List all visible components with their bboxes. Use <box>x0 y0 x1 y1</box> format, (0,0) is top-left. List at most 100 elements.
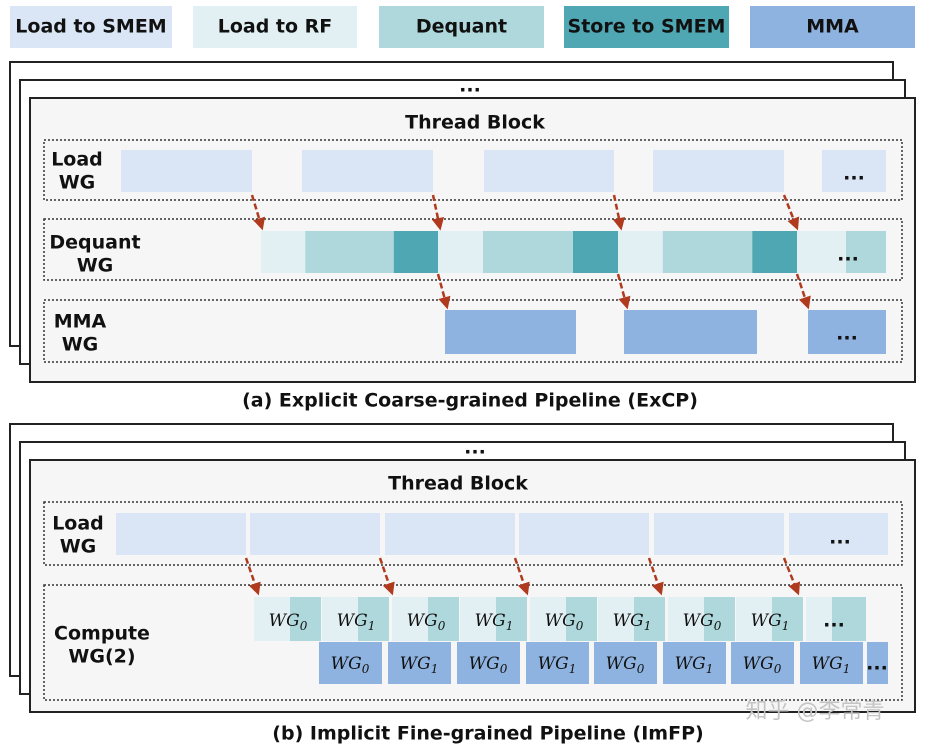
arrow <box>782 557 801 596</box>
wg-index: 1 <box>644 619 652 633</box>
wg-label: WG0 <box>269 611 308 633</box>
wg-label: WG0 <box>683 611 722 633</box>
panel-title: Thread Block <box>388 473 528 495</box>
load-block <box>121 150 252 192</box>
wg-label: WG1 <box>475 611 514 633</box>
mma-block <box>457 642 520 684</box>
stack-label: ... <box>464 437 486 459</box>
store-block <box>393 231 438 273</box>
wg-label: WG0 <box>743 654 782 676</box>
wg-index: 0 <box>500 662 508 676</box>
row-label: WG <box>60 536 97 558</box>
row-label: WG <box>77 255 114 277</box>
row-label: Load <box>51 149 103 171</box>
wg-name: WG <box>683 611 714 631</box>
load-block <box>789 513 888 555</box>
store-block <box>752 231 797 273</box>
row-label: WG <box>59 172 96 194</box>
rf-block <box>438 231 483 273</box>
rf-block <box>460 597 496 641</box>
rf-block <box>254 597 290 641</box>
panel-title: Thread Block <box>405 112 545 134</box>
rf-block <box>392 597 428 641</box>
rf-block <box>668 597 704 641</box>
arrow <box>782 194 800 231</box>
wg-name: WG <box>545 611 576 631</box>
wg-label: WG0 <box>331 654 370 676</box>
rf-block <box>806 597 832 641</box>
row-box <box>43 218 903 281</box>
wg-name: WG <box>812 654 843 674</box>
wg-name: WG <box>269 611 300 631</box>
load-block <box>116 513 246 555</box>
wg-label: WG1 <box>812 654 851 676</box>
arrow <box>250 194 266 231</box>
arrow <box>647 557 664 596</box>
wg-name: WG <box>469 654 500 674</box>
mma-block <box>624 310 757 354</box>
load-block <box>653 150 784 192</box>
wg-label: WG1 <box>613 611 652 633</box>
ellipsis: ... <box>836 323 858 345</box>
row-box <box>43 299 903 363</box>
load-block <box>302 150 433 192</box>
wg-name: WG <box>407 611 438 631</box>
arrow <box>513 557 530 596</box>
arrow <box>616 273 631 310</box>
wg-index: 0 <box>438 619 446 633</box>
wg-index: 0 <box>774 662 782 676</box>
dequant-block <box>832 597 866 641</box>
row-box <box>43 501 903 566</box>
legend-swatch <box>750 6 915 48</box>
rf-block <box>618 231 663 273</box>
dequant-block <box>772 597 803 641</box>
legend-swatch <box>564 6 729 48</box>
rf-block <box>736 597 772 641</box>
arrow <box>244 557 261 596</box>
wg-label: WG0 <box>469 654 508 676</box>
wg-label: WG1 <box>400 654 439 676</box>
mma-block <box>663 642 726 684</box>
wg-index: 0 <box>300 619 308 633</box>
arrow <box>378 557 395 596</box>
dequant-block <box>846 231 886 273</box>
wg-index: 0 <box>637 662 645 676</box>
wg-index: 1 <box>431 662 439 676</box>
load-block <box>822 150 886 192</box>
row-label: WG <box>62 334 99 356</box>
dequant-block <box>704 597 735 641</box>
rf-block <box>322 597 358 641</box>
rf-block <box>261 231 306 273</box>
rf-block <box>530 597 566 641</box>
mma-block <box>445 310 576 354</box>
row-label: Load <box>52 513 104 535</box>
wg-index: 1 <box>368 619 376 633</box>
dequant-block <box>566 597 597 641</box>
wg-index: 1 <box>506 619 514 633</box>
ellipsis: ... <box>829 527 851 549</box>
load-block <box>484 150 614 192</box>
mma-block <box>867 642 888 684</box>
caption: (b) Implicit Fine-grained Pipeline (ImFP… <box>272 723 703 745</box>
legend-label: Load to SMEM <box>15 16 166 38</box>
arrow <box>436 273 451 310</box>
wg-label: WG0 <box>407 611 446 633</box>
wg-name: WG <box>751 611 782 631</box>
arrow <box>431 194 445 231</box>
mma-block <box>319 642 382 684</box>
dequant-block <box>358 597 389 641</box>
dequant-block <box>634 597 665 641</box>
wg-index: 0 <box>362 662 370 676</box>
legend-label: Load to RF <box>218 16 333 38</box>
wg-name: WG <box>475 611 506 631</box>
wg-index: 1 <box>706 662 714 676</box>
wg-index: 0 <box>576 619 584 633</box>
legend-swatch <box>193 6 357 48</box>
load-block <box>385 513 515 555</box>
mma-block <box>594 642 657 684</box>
mma-block <box>800 642 863 684</box>
wg-label: WG1 <box>538 654 577 676</box>
dequant-block <box>483 231 573 273</box>
rf-block <box>797 231 846 273</box>
